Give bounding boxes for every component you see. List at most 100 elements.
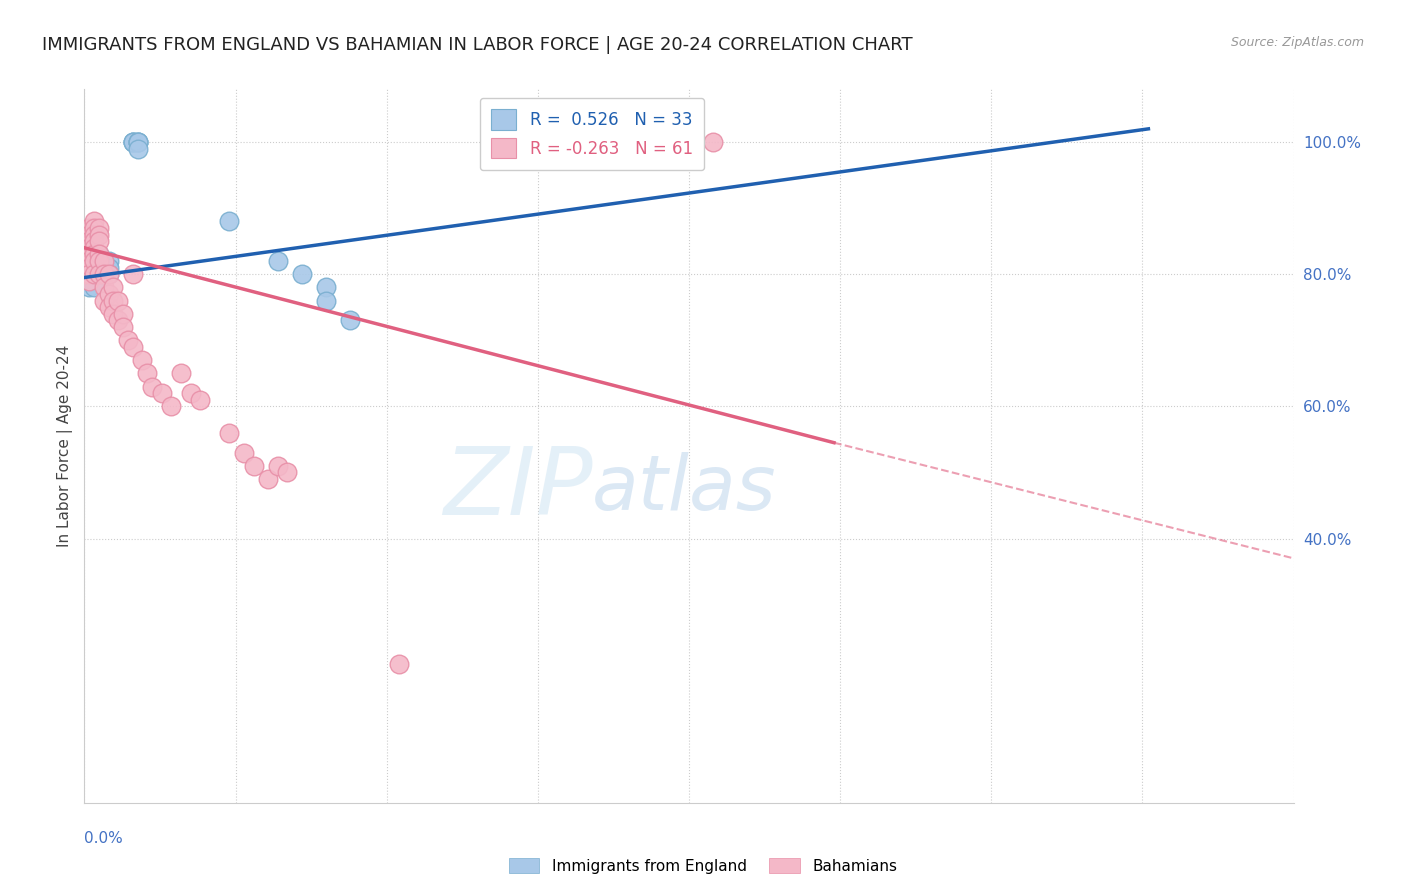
- Point: [127, 135, 149, 149]
- Point: [93, 254, 115, 268]
- Point: [87, 267, 110, 281]
- Point: [160, 400, 183, 414]
- Point: [77, 227, 100, 242]
- Point: [121, 135, 143, 149]
- Point: [267, 458, 290, 473]
- Point: [73, 247, 96, 261]
- Point: [141, 379, 163, 393]
- Point: [107, 313, 129, 327]
- Point: [83, 221, 105, 235]
- Text: 0.0%: 0.0%: [84, 831, 124, 847]
- Point: [103, 307, 125, 321]
- Point: [87, 221, 110, 235]
- Point: [190, 392, 212, 407]
- Point: [97, 300, 120, 314]
- Legend: R =  0.526   N = 33, R = -0.263   N = 61: R = 0.526 N = 33, R = -0.263 N = 61: [479, 97, 704, 169]
- Point: [83, 247, 105, 261]
- Point: [87, 260, 110, 275]
- Text: ZIP: ZIP: [443, 443, 592, 534]
- Point: [276, 466, 298, 480]
- Point: [233, 445, 256, 459]
- Point: [83, 280, 105, 294]
- Text: IMMIGRANTS FROM ENGLAND VS BAHAMIAN IN LABOR FORCE | AGE 20-24 CORRELATION CHART: IMMIGRANTS FROM ENGLAND VS BAHAMIAN IN L…: [42, 36, 912, 54]
- Point: [315, 280, 337, 294]
- Point: [87, 247, 110, 261]
- Point: [93, 254, 115, 268]
- Point: [103, 293, 125, 308]
- Point: [83, 254, 105, 268]
- Point: [83, 267, 105, 281]
- Point: [702, 135, 724, 149]
- Point: [127, 142, 149, 156]
- Point: [112, 320, 135, 334]
- Text: atlas: atlas: [592, 452, 776, 525]
- Point: [136, 367, 159, 381]
- Point: [291, 267, 314, 281]
- Point: [77, 267, 100, 281]
- Point: [83, 241, 105, 255]
- Point: [97, 254, 120, 268]
- Text: Source: ZipAtlas.com: Source: ZipAtlas.com: [1230, 36, 1364, 49]
- Point: [180, 386, 202, 401]
- Point: [93, 267, 115, 281]
- Point: [83, 274, 105, 288]
- Point: [87, 234, 110, 248]
- Y-axis label: In Labor Force | Age 20-24: In Labor Force | Age 20-24: [58, 345, 73, 547]
- Point: [557, 135, 579, 149]
- Point: [77, 221, 100, 235]
- Point: [87, 227, 110, 242]
- Point: [218, 214, 240, 228]
- Point: [83, 267, 105, 281]
- Point: [83, 227, 105, 242]
- Point: [121, 135, 143, 149]
- Point: [73, 267, 96, 281]
- Point: [112, 307, 135, 321]
- Point: [388, 657, 411, 671]
- Point: [83, 254, 105, 268]
- Point: [73, 267, 96, 281]
- Point: [150, 386, 173, 401]
- Point: [83, 214, 105, 228]
- Point: [77, 280, 100, 294]
- Point: [315, 293, 337, 308]
- Point: [121, 340, 143, 354]
- Point: [77, 274, 100, 288]
- Point: [73, 260, 96, 275]
- Legend: Immigrants from England, Bahamians: Immigrants from England, Bahamians: [503, 852, 903, 880]
- Point: [257, 472, 280, 486]
- Point: [93, 280, 115, 294]
- Point: [93, 267, 115, 281]
- Point: [73, 254, 96, 268]
- Point: [127, 135, 149, 149]
- Point: [77, 234, 100, 248]
- Point: [170, 367, 193, 381]
- Point: [77, 254, 100, 268]
- Point: [83, 234, 105, 248]
- Point: [77, 241, 100, 255]
- Point: [131, 353, 153, 368]
- Point: [127, 135, 149, 149]
- Point: [339, 313, 361, 327]
- Point: [87, 267, 110, 281]
- Point: [267, 254, 290, 268]
- Point: [117, 333, 139, 347]
- Point: [121, 135, 143, 149]
- Point: [93, 260, 115, 275]
- Point: [242, 458, 264, 473]
- Point: [97, 267, 120, 281]
- Point: [77, 247, 100, 261]
- Point: [107, 293, 129, 308]
- Point: [218, 425, 240, 440]
- Point: [77, 260, 100, 275]
- Point: [87, 254, 110, 268]
- Point: [77, 267, 100, 281]
- Point: [97, 287, 120, 301]
- Point: [77, 274, 100, 288]
- Point: [121, 267, 143, 281]
- Point: [87, 247, 110, 261]
- Point: [77, 260, 100, 275]
- Point: [97, 267, 120, 281]
- Point: [103, 280, 125, 294]
- Point: [93, 293, 115, 308]
- Point: [87, 254, 110, 268]
